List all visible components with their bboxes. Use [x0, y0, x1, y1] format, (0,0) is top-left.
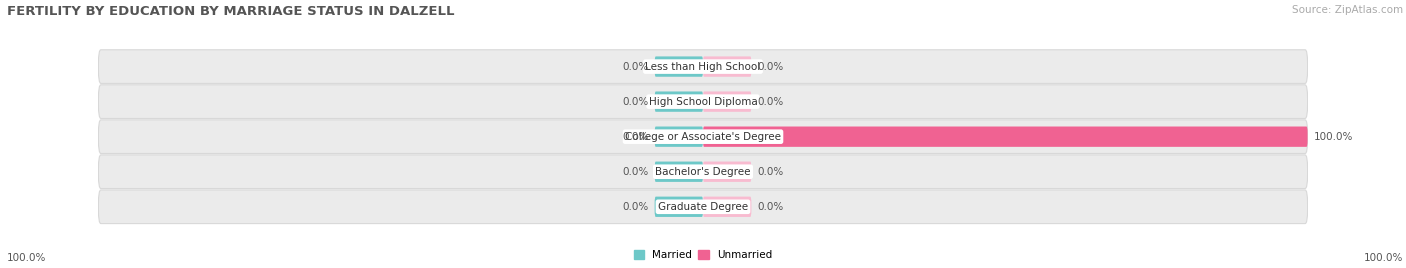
FancyBboxPatch shape: [703, 126, 1308, 147]
Text: 100.0%: 100.0%: [7, 253, 46, 263]
FancyBboxPatch shape: [98, 190, 1308, 224]
FancyBboxPatch shape: [655, 126, 703, 147]
FancyBboxPatch shape: [703, 197, 751, 217]
Text: 0.0%: 0.0%: [623, 62, 648, 72]
Text: 0.0%: 0.0%: [758, 97, 783, 107]
FancyBboxPatch shape: [655, 197, 703, 217]
Text: College or Associate's Degree: College or Associate's Degree: [626, 132, 780, 142]
FancyBboxPatch shape: [655, 162, 703, 182]
FancyBboxPatch shape: [703, 91, 751, 112]
Text: 100.0%: 100.0%: [1364, 253, 1403, 263]
Text: Bachelor's Degree: Bachelor's Degree: [655, 167, 751, 177]
Text: FERTILITY BY EDUCATION BY MARRIAGE STATUS IN DALZELL: FERTILITY BY EDUCATION BY MARRIAGE STATU…: [7, 5, 454, 18]
Text: 0.0%: 0.0%: [623, 167, 648, 177]
Text: 0.0%: 0.0%: [758, 167, 783, 177]
Text: 100.0%: 100.0%: [1313, 132, 1353, 142]
FancyBboxPatch shape: [703, 162, 751, 182]
Text: Graduate Degree: Graduate Degree: [658, 202, 748, 212]
FancyBboxPatch shape: [98, 50, 1308, 83]
FancyBboxPatch shape: [98, 155, 1308, 189]
Text: Source: ZipAtlas.com: Source: ZipAtlas.com: [1292, 5, 1403, 15]
Text: 0.0%: 0.0%: [623, 132, 648, 142]
Text: High School Diploma: High School Diploma: [648, 97, 758, 107]
FancyBboxPatch shape: [98, 120, 1308, 154]
FancyBboxPatch shape: [98, 85, 1308, 118]
Legend: Married, Unmarried: Married, Unmarried: [634, 250, 772, 260]
Text: Less than High School: Less than High School: [645, 62, 761, 72]
FancyBboxPatch shape: [703, 57, 751, 77]
Text: 0.0%: 0.0%: [758, 62, 783, 72]
Text: 0.0%: 0.0%: [623, 202, 648, 212]
Text: 0.0%: 0.0%: [623, 97, 648, 107]
Text: 0.0%: 0.0%: [758, 202, 783, 212]
FancyBboxPatch shape: [655, 91, 703, 112]
FancyBboxPatch shape: [655, 57, 703, 77]
